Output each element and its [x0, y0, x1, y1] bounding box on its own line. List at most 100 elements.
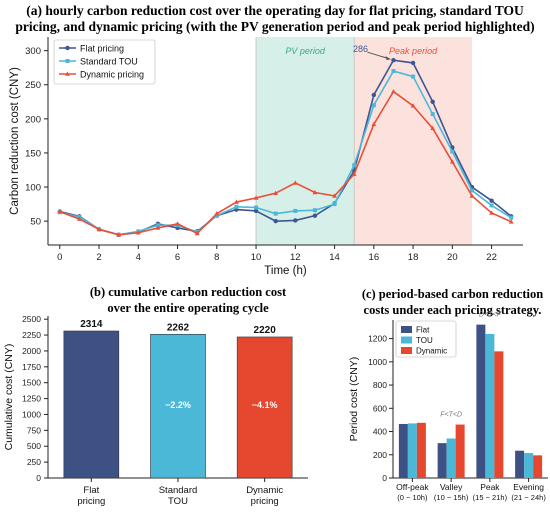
data-point — [273, 190, 279, 195]
y-axis-label: Carbon reduction cost (CNY) — [9, 67, 21, 215]
data-point — [430, 125, 436, 131]
y-tick-label: 0 — [382, 473, 387, 483]
bar-flat — [515, 450, 525, 478]
data-point — [312, 213, 318, 218]
data-point — [293, 218, 298, 223]
data-point — [430, 99, 435, 104]
data-point — [489, 203, 494, 208]
chart-a: PV period Peak period 50 100 150 200 250 300 0 2 4… — [9, 37, 523, 277]
y-tick-label: 2250 — [22, 330, 41, 340]
y-axis-label: Cumulative cost (CNY) — [3, 344, 15, 451]
comparison-annotation: F<T<D — [440, 412, 462, 419]
data-point — [96, 226, 102, 232]
y-tick-label: 300 — [25, 46, 41, 57]
x-tick-label: 8 — [214, 252, 219, 263]
legend-swatch — [401, 336, 412, 344]
data-point — [253, 195, 259, 200]
x-tick-label: 14 — [329, 252, 340, 263]
bar-value-label: 2262 — [167, 322, 190, 333]
data-point — [254, 205, 259, 210]
bar-percent-label: −4.1% — [252, 400, 278, 410]
data-point — [469, 188, 474, 193]
data-point — [351, 171, 357, 176]
legend-label: Flat pricing — [80, 43, 124, 53]
y-tick-label: 2000 — [22, 346, 41, 356]
chart-c-title: (c) period-based carbon reduction costs … — [361, 287, 544, 317]
chart-b-title: (b) cumulative carbon reduction cost ove… — [89, 285, 287, 315]
series-line-1 — [59, 70, 512, 236]
data-point — [57, 208, 63, 214]
data-point — [410, 60, 416, 66]
y-tick-label: 800 — [373, 380, 387, 390]
data-point — [175, 221, 180, 226]
data-point — [194, 230, 200, 236]
y-tick-label: 400 — [373, 427, 387, 437]
legend-swatch — [401, 326, 412, 333]
bar — [63, 330, 120, 479]
x-tick-label: Valley (10 − 15h) — [434, 482, 469, 502]
data-point — [371, 92, 377, 98]
annotation-arrowhead — [385, 55, 391, 61]
bar — [236, 336, 293, 479]
x-tick-label: 22 — [486, 252, 497, 263]
comparison-annotation: D<T<F — [479, 312, 502, 319]
y-tick-label: 200 — [373, 450, 387, 460]
x-tick-label: 2 — [96, 252, 101, 263]
legend-marker — [65, 59, 70, 63]
bar-dynamic — [416, 422, 426, 478]
data-point — [332, 202, 337, 207]
y-tick-label: 1500 — [22, 378, 41, 388]
bar-dynamic — [533, 455, 543, 478]
bar-value-label: 2314 — [80, 319, 103, 330]
data-point — [116, 232, 122, 237]
y-axis-label: Period cost (CNY) — [348, 357, 360, 442]
x-tick-label: 10 — [251, 252, 262, 263]
data-point — [234, 204, 239, 209]
data-point — [371, 103, 376, 108]
y-tick-label: 500 — [27, 441, 41, 451]
shaded-region — [354, 37, 472, 245]
chart-a-title: (a) hourly carbon reduction cost over th… — [15, 3, 535, 34]
bar-tou — [446, 438, 456, 478]
x-tick-label: Standard TOU — [159, 485, 198, 507]
data-point — [253, 208, 259, 214]
bar-dynamic — [494, 351, 504, 478]
bar-tou — [524, 453, 534, 478]
bar-dynamic — [455, 424, 465, 478]
data-point — [371, 121, 377, 127]
y-tick-label: 100 — [25, 183, 41, 194]
x-tick-label: 0 — [57, 252, 62, 263]
data-point — [292, 180, 298, 185]
data-point — [410, 103, 416, 108]
legend-marker — [65, 45, 70, 51]
bar-value-label: 2220 — [254, 325, 277, 336]
bar-flat — [476, 324, 486, 478]
data-point — [135, 230, 141, 235]
data-point — [214, 213, 219, 218]
legend-box — [53, 39, 156, 85]
legend-label: Dynamic — [416, 347, 447, 356]
data-point — [508, 219, 514, 224]
y-tick-label: 1250 — [22, 394, 41, 404]
legend-label: Standard TOU — [80, 56, 138, 66]
bar — [150, 333, 206, 479]
y-tick-label: 1750 — [22, 362, 41, 372]
legend-marker — [65, 71, 70, 76]
data-point — [273, 218, 278, 224]
region-label: Peak period — [389, 46, 438, 56]
annotation-label: 286 — [353, 44, 368, 54]
bar-flat — [437, 443, 447, 478]
x-tick-label: 12 — [290, 252, 301, 263]
y-tick-label: 1000 — [368, 357, 387, 367]
y-tick-label: 600 — [373, 403, 387, 413]
data-point — [234, 199, 239, 204]
data-point — [391, 57, 396, 63]
bar-tou — [407, 423, 417, 478]
x-tick-label: Dynamic pricing — [246, 485, 283, 507]
x-tick-label: 16 — [369, 252, 380, 263]
y-tick-label: 50 — [30, 217, 41, 228]
legend-label: Flat — [416, 326, 430, 335]
bar-flat — [398, 423, 408, 478]
data-point — [509, 215, 514, 220]
